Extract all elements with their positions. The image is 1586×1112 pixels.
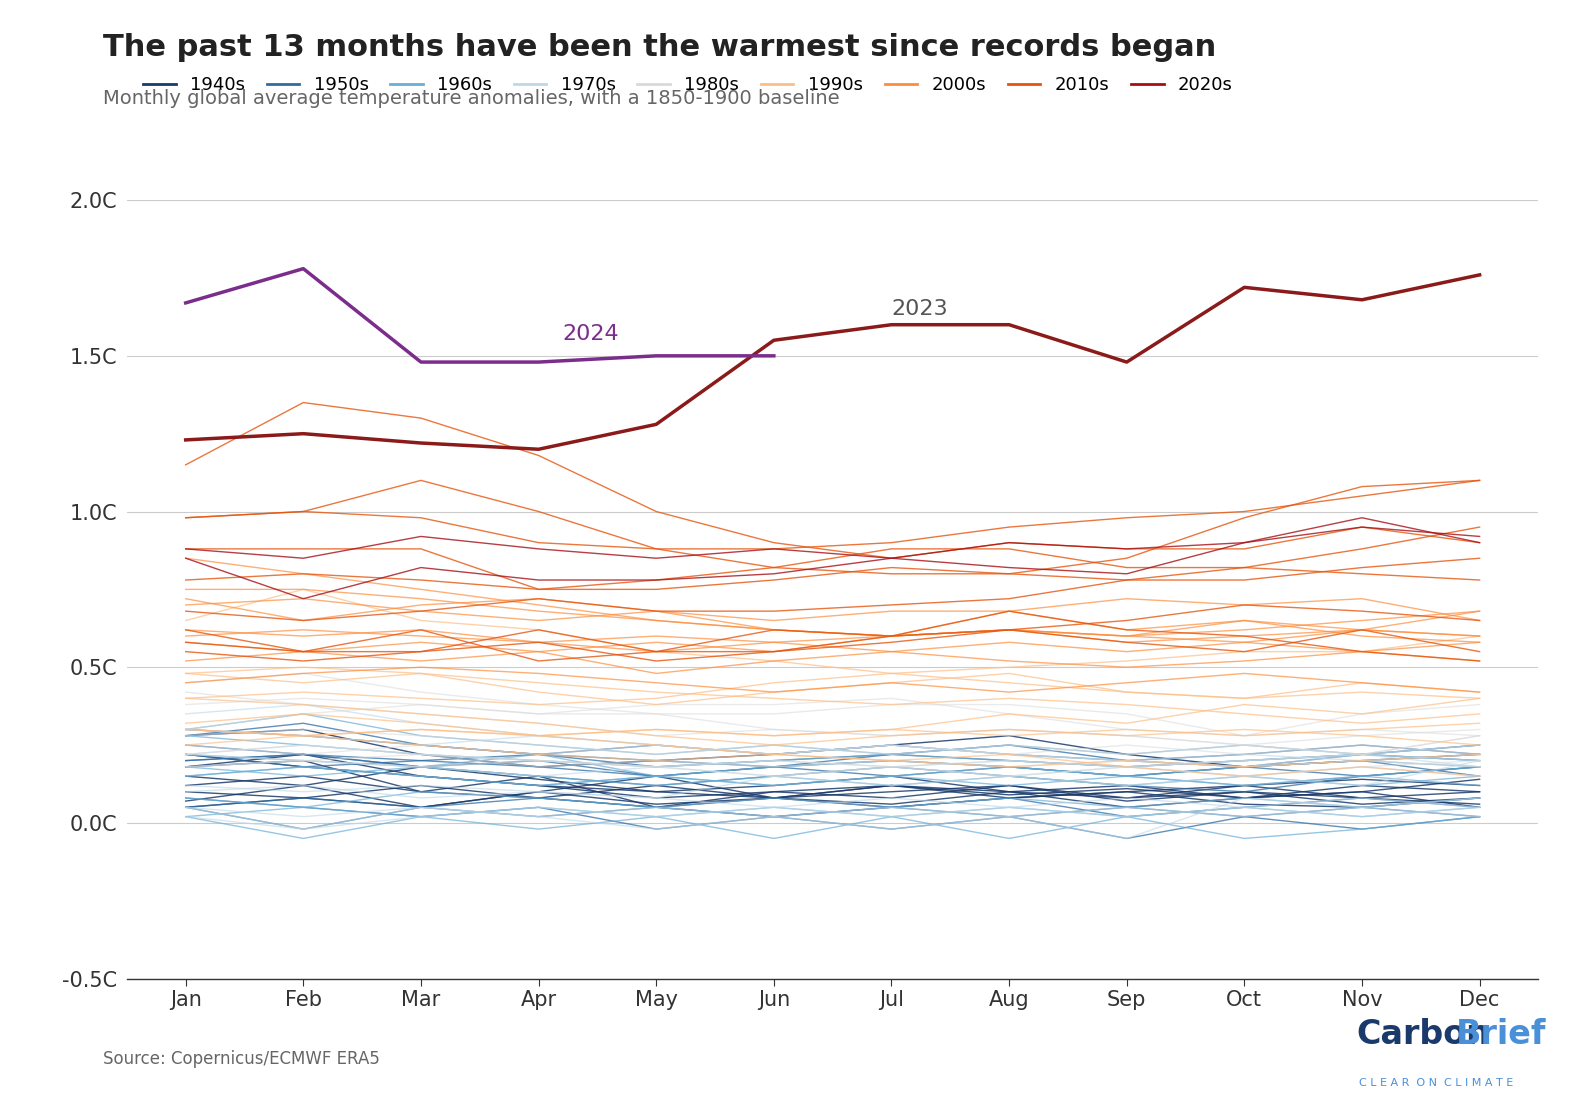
Text: The past 13 months have been the warmest since records began: The past 13 months have been the warmest… (103, 33, 1216, 62)
Text: Brief: Brief (1456, 1017, 1546, 1051)
Text: Source: Copernicus/ECMWF ERA5: Source: Copernicus/ECMWF ERA5 (103, 1050, 381, 1068)
Text: Monthly global average temperature anomalies, with a 1850-1900 baseline: Monthly global average temperature anoma… (103, 89, 839, 108)
Legend: 1940s, 1950s, 1960s, 1970s, 1980s, 1990s, 2000s, 2010s, 2020s: 1940s, 1950s, 1960s, 1970s, 1980s, 1990s… (136, 69, 1240, 101)
Text: Carbon: Carbon (1356, 1017, 1489, 1051)
Text: C L E A R  O N  C L I M A T E: C L E A R O N C L I M A T E (1359, 1078, 1513, 1088)
Text: 2024: 2024 (561, 325, 619, 345)
Text: 2023: 2023 (891, 299, 948, 319)
